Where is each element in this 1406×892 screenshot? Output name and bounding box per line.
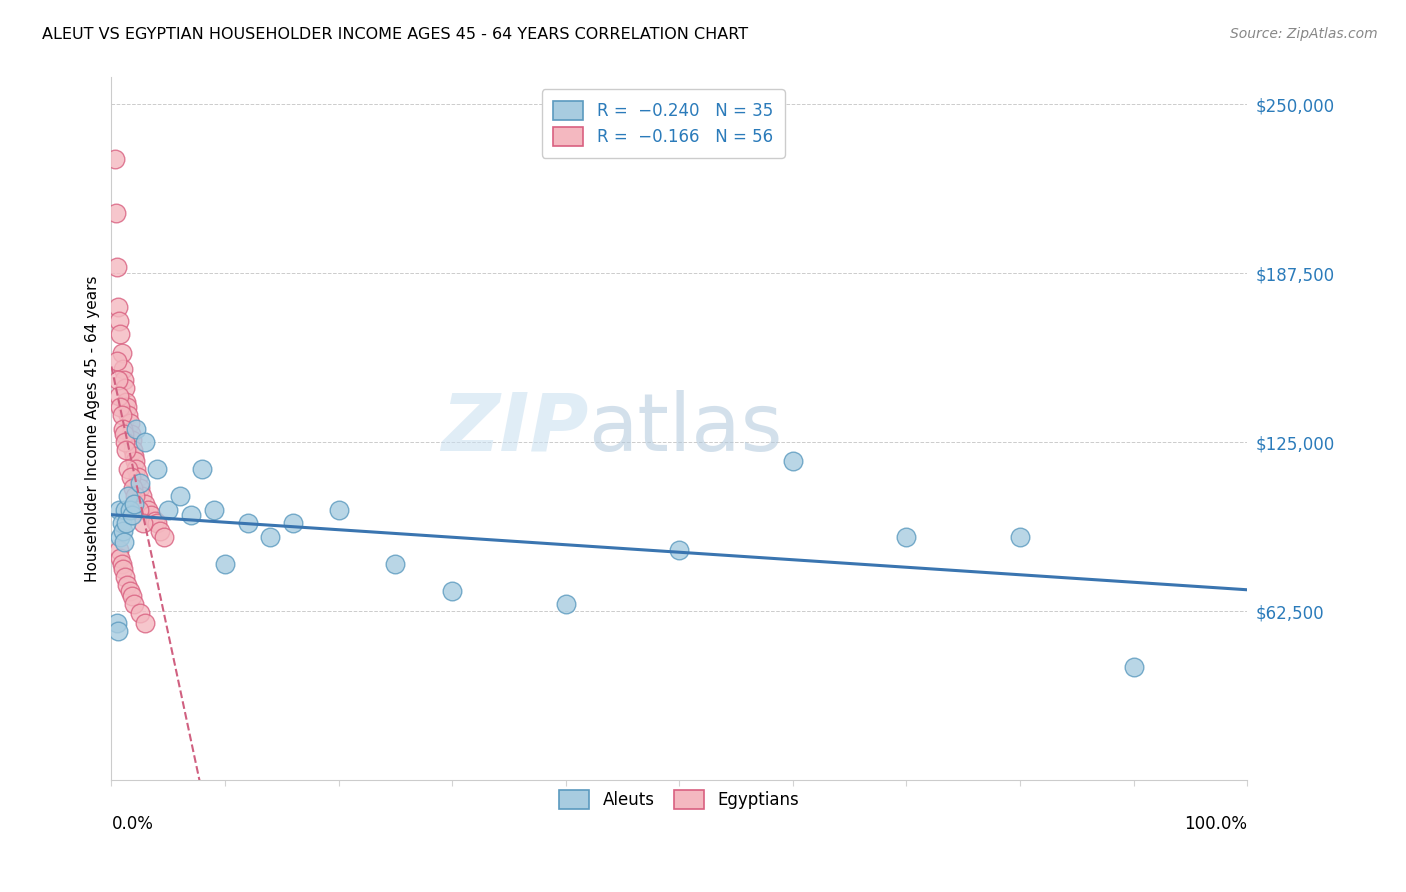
Text: ZIP: ZIP xyxy=(441,390,589,467)
Point xyxy=(554,598,576,612)
Point xyxy=(108,389,131,403)
Point xyxy=(115,394,138,409)
Point xyxy=(105,260,128,274)
Point xyxy=(107,624,129,639)
Point xyxy=(110,530,132,544)
Point xyxy=(124,489,146,503)
Point xyxy=(134,435,156,450)
Point xyxy=(125,462,148,476)
Point xyxy=(149,524,172,539)
Point xyxy=(104,205,127,219)
Point xyxy=(328,503,350,517)
Point xyxy=(111,362,134,376)
Point xyxy=(134,497,156,511)
Point xyxy=(108,503,131,517)
Point xyxy=(111,524,134,539)
Point xyxy=(107,373,129,387)
Point xyxy=(122,598,145,612)
Point xyxy=(114,381,136,395)
Point xyxy=(112,373,135,387)
Point xyxy=(259,530,281,544)
Point xyxy=(107,300,129,314)
Point xyxy=(146,516,169,531)
Point xyxy=(122,497,145,511)
Text: 100.0%: 100.0% xyxy=(1184,815,1247,833)
Point xyxy=(169,489,191,503)
Point xyxy=(128,503,150,517)
Point xyxy=(111,516,134,531)
Point xyxy=(112,427,135,442)
Point xyxy=(281,516,304,531)
Text: 0.0%: 0.0% xyxy=(111,815,153,833)
Point xyxy=(112,535,135,549)
Point xyxy=(1122,659,1144,673)
Point xyxy=(125,422,148,436)
Point xyxy=(121,433,143,447)
Point xyxy=(668,543,690,558)
Point xyxy=(143,514,166,528)
Point xyxy=(146,462,169,476)
Point xyxy=(120,470,142,484)
Point xyxy=(122,481,145,495)
Y-axis label: Householder Income Ages 45 - 64 years: Householder Income Ages 45 - 64 years xyxy=(86,276,100,582)
Point xyxy=(105,354,128,368)
Text: ALEUT VS EGYPTIAN HOUSEHOLDER INCOME AGES 45 - 64 YEARS CORRELATION CHART: ALEUT VS EGYPTIAN HOUSEHOLDER INCOME AGE… xyxy=(42,27,748,42)
Point xyxy=(128,481,150,495)
Point xyxy=(121,508,143,523)
Point xyxy=(214,557,236,571)
Point xyxy=(124,454,146,468)
Text: Source: ZipAtlas.com: Source: ZipAtlas.com xyxy=(1230,27,1378,41)
Point xyxy=(110,400,132,414)
Point xyxy=(121,589,143,603)
Point xyxy=(127,470,149,484)
Point xyxy=(384,557,406,571)
Point xyxy=(128,475,150,490)
Point xyxy=(114,570,136,584)
Point xyxy=(1008,530,1031,544)
Point xyxy=(191,462,214,476)
Point xyxy=(441,583,464,598)
Point xyxy=(110,327,132,342)
Point xyxy=(105,616,128,631)
Point xyxy=(117,409,139,423)
Point xyxy=(110,551,132,566)
Text: atlas: atlas xyxy=(589,390,783,467)
Point xyxy=(117,489,139,503)
Point xyxy=(118,503,141,517)
Point xyxy=(104,152,127,166)
Legend: Aleuts, Egyptians: Aleuts, Egyptians xyxy=(547,779,811,821)
Point xyxy=(108,543,131,558)
Point xyxy=(136,503,159,517)
Point xyxy=(118,583,141,598)
Point xyxy=(117,400,139,414)
Point xyxy=(152,530,174,544)
Point xyxy=(896,530,918,544)
Point xyxy=(782,454,804,468)
Point xyxy=(122,449,145,463)
Point xyxy=(141,508,163,523)
Point xyxy=(114,503,136,517)
Point xyxy=(111,346,134,360)
Point xyxy=(157,503,180,517)
Point xyxy=(111,557,134,571)
Point xyxy=(236,516,259,531)
Point xyxy=(122,443,145,458)
Point xyxy=(108,313,131,327)
Point xyxy=(115,443,138,458)
Point xyxy=(111,409,134,423)
Point xyxy=(134,616,156,631)
Point xyxy=(120,427,142,442)
Point xyxy=(118,417,141,431)
Point xyxy=(131,489,153,503)
Point xyxy=(115,516,138,531)
Point xyxy=(114,435,136,450)
Point xyxy=(132,516,155,531)
Point xyxy=(117,578,139,592)
Point xyxy=(128,606,150,620)
Point xyxy=(111,562,134,576)
Point xyxy=(117,462,139,476)
Point xyxy=(180,508,202,523)
Point xyxy=(111,422,134,436)
Point xyxy=(202,503,225,517)
